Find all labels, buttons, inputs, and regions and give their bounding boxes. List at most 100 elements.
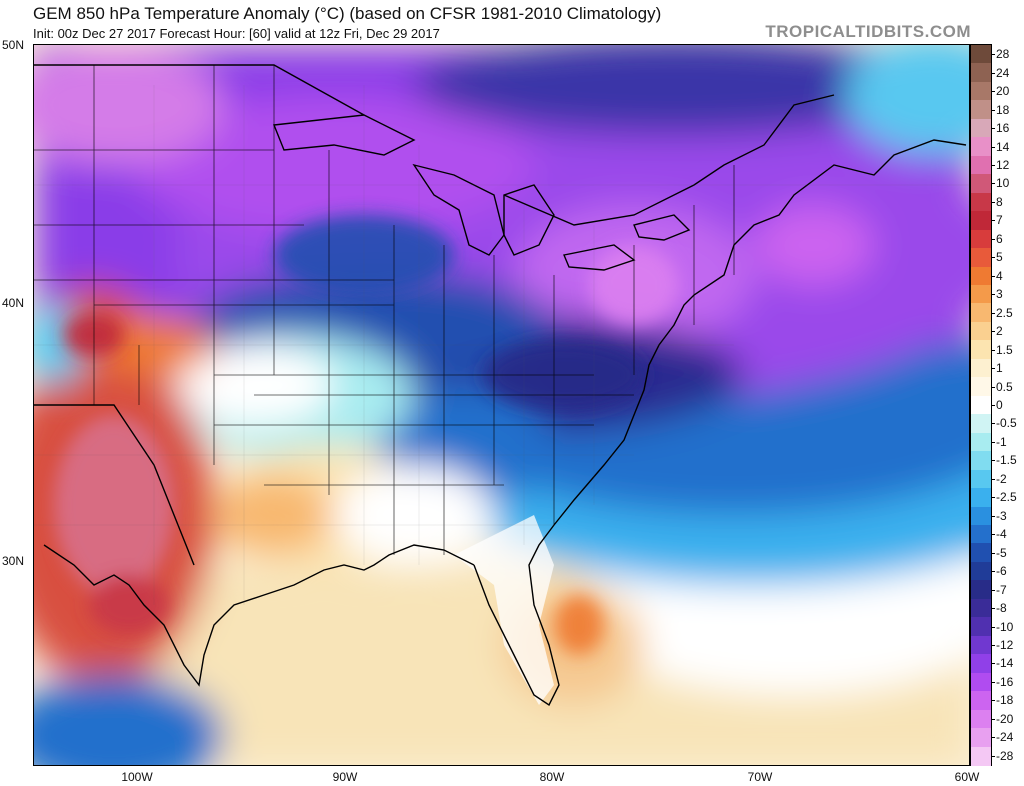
colorbar-swatch [971,451,991,471]
colorbar-swatch [971,303,991,323]
colorbar-tick [992,681,995,683]
colorbar-label: 7 [996,213,1003,228]
colorbar-label: 28 [996,47,1010,62]
colorbar-label: 4 [996,268,1003,283]
colorbar-tick [992,238,995,240]
colorbar-tick [992,368,995,370]
colorbar-swatch [971,321,991,341]
colorbar-tick [992,645,995,646]
colorbar-swatch [971,229,991,249]
colorbar-tick [992,72,995,74]
colorbar-label: -18 [996,693,1014,708]
map-subtitle: Init: 00z Dec 27 2017 Forecast Hour: [60… [33,26,440,41]
lon-label-60w: 60W [954,770,980,784]
colorbar-tick [992,441,995,443]
colorbar-swatch [971,488,991,508]
colorbar-tick [992,165,995,166]
colorbar-label: 16 [996,121,1010,136]
colorbar-tick [992,608,995,610]
colorbar-tick [992,478,995,480]
colorbar-label: 10 [996,176,1010,191]
map-title: GEM 850 hPa Temperature Anomaly (°C) (ba… [33,4,662,23]
colorbar-label: 5 [996,250,1003,265]
colorbar-tick [992,589,995,591]
colorbar-swatch [971,728,991,748]
colorbar-swatch [971,598,991,618]
colorbar-label: -2.5 [996,490,1017,505]
lat-label-50n: 50N [2,38,25,52]
colorbar-tick [992,109,995,111]
colorbar-label: -10 [996,619,1014,634]
colorbar-swatch [971,395,991,415]
colorbar-label: 1.5 [996,342,1013,357]
colorbar-tick [992,128,995,130]
colorbar-tick [992,146,995,148]
colorbar-swatch [971,561,991,581]
colorbar-label: -14 [996,656,1014,671]
colorbar-swatch [971,506,991,526]
colorbar-tick [992,497,995,499]
colorbar-tick [992,183,995,185]
colorbar-label: -5 [996,545,1007,560]
colorbar-swatch [971,746,991,766]
colorbar-label: 12 [996,158,1010,172]
colorbar-label: -7 [996,582,1007,597]
colorbar-swatch [971,266,991,286]
colorbar-tick [992,552,995,554]
colorbar-label: 2 [996,324,1003,339]
colorbar-label: 6 [996,231,1003,246]
colorbar-swatch [971,525,991,545]
colorbar-tick [992,663,995,665]
colorbar-swatch [971,580,991,600]
colorbar-swatch [971,654,991,674]
colorbar-swatch [971,174,991,194]
colorbar-tick [992,91,995,93]
lon-label-70w: 70W [747,770,773,784]
colorbar-tick [992,220,995,222]
colorbar-swatch [971,543,991,563]
colorbar-swatch [971,285,991,305]
colorbar-swatch [971,137,991,157]
colorbar-label: -1.5 [996,453,1017,468]
colorbar-label: -1 [996,434,1007,449]
colorbar-swatch [971,672,991,692]
colorbar-swatch [971,81,991,101]
colorbar-tick [992,331,995,333]
colorbar-tick [992,700,995,702]
colorbar-swatch [971,377,991,397]
anomaly-map [33,44,970,766]
anomaly-map-graphic [34,45,969,765]
colorbar-label: -20 [996,711,1014,726]
colorbar-tick [992,201,995,203]
colorbar-tick [992,54,995,56]
colorbar-label: 14 [996,139,1010,154]
colorbar-tick [992,386,995,388]
colorbar-label: 0 [996,398,1003,412]
colorbar-label: 1 [996,361,1003,376]
colorbar-label: 2.5 [996,305,1013,320]
colorbar-label: 18 [996,102,1010,117]
colorbar-tick [992,755,995,757]
colorbar-tick [992,737,995,739]
colorbar [970,44,992,766]
colorbar-tick [992,626,995,628]
colorbar-swatch [971,100,991,120]
colorbar-label: -12 [996,638,1014,652]
colorbar-tick [992,571,995,573]
colorbar-swatch [971,635,991,655]
colorbar-swatch [971,709,991,729]
colorbar-swatch [971,192,991,212]
lon-label-90w: 90W [332,770,358,784]
colorbar-label: -28 [996,748,1014,763]
colorbar-tick [992,718,995,720]
colorbar-tick [992,294,995,296]
colorbar-tick [992,515,995,517]
colorbar-swatch [971,155,991,175]
lon-label-80w: 80W [539,770,565,784]
colorbar-swatch [971,414,991,434]
colorbar-tick [992,423,995,425]
colorbar-swatch [971,617,991,637]
colorbar-swatch [971,118,991,138]
colorbar-label: -3 [996,508,1007,523]
colorbar-label: -24 [996,730,1014,745]
